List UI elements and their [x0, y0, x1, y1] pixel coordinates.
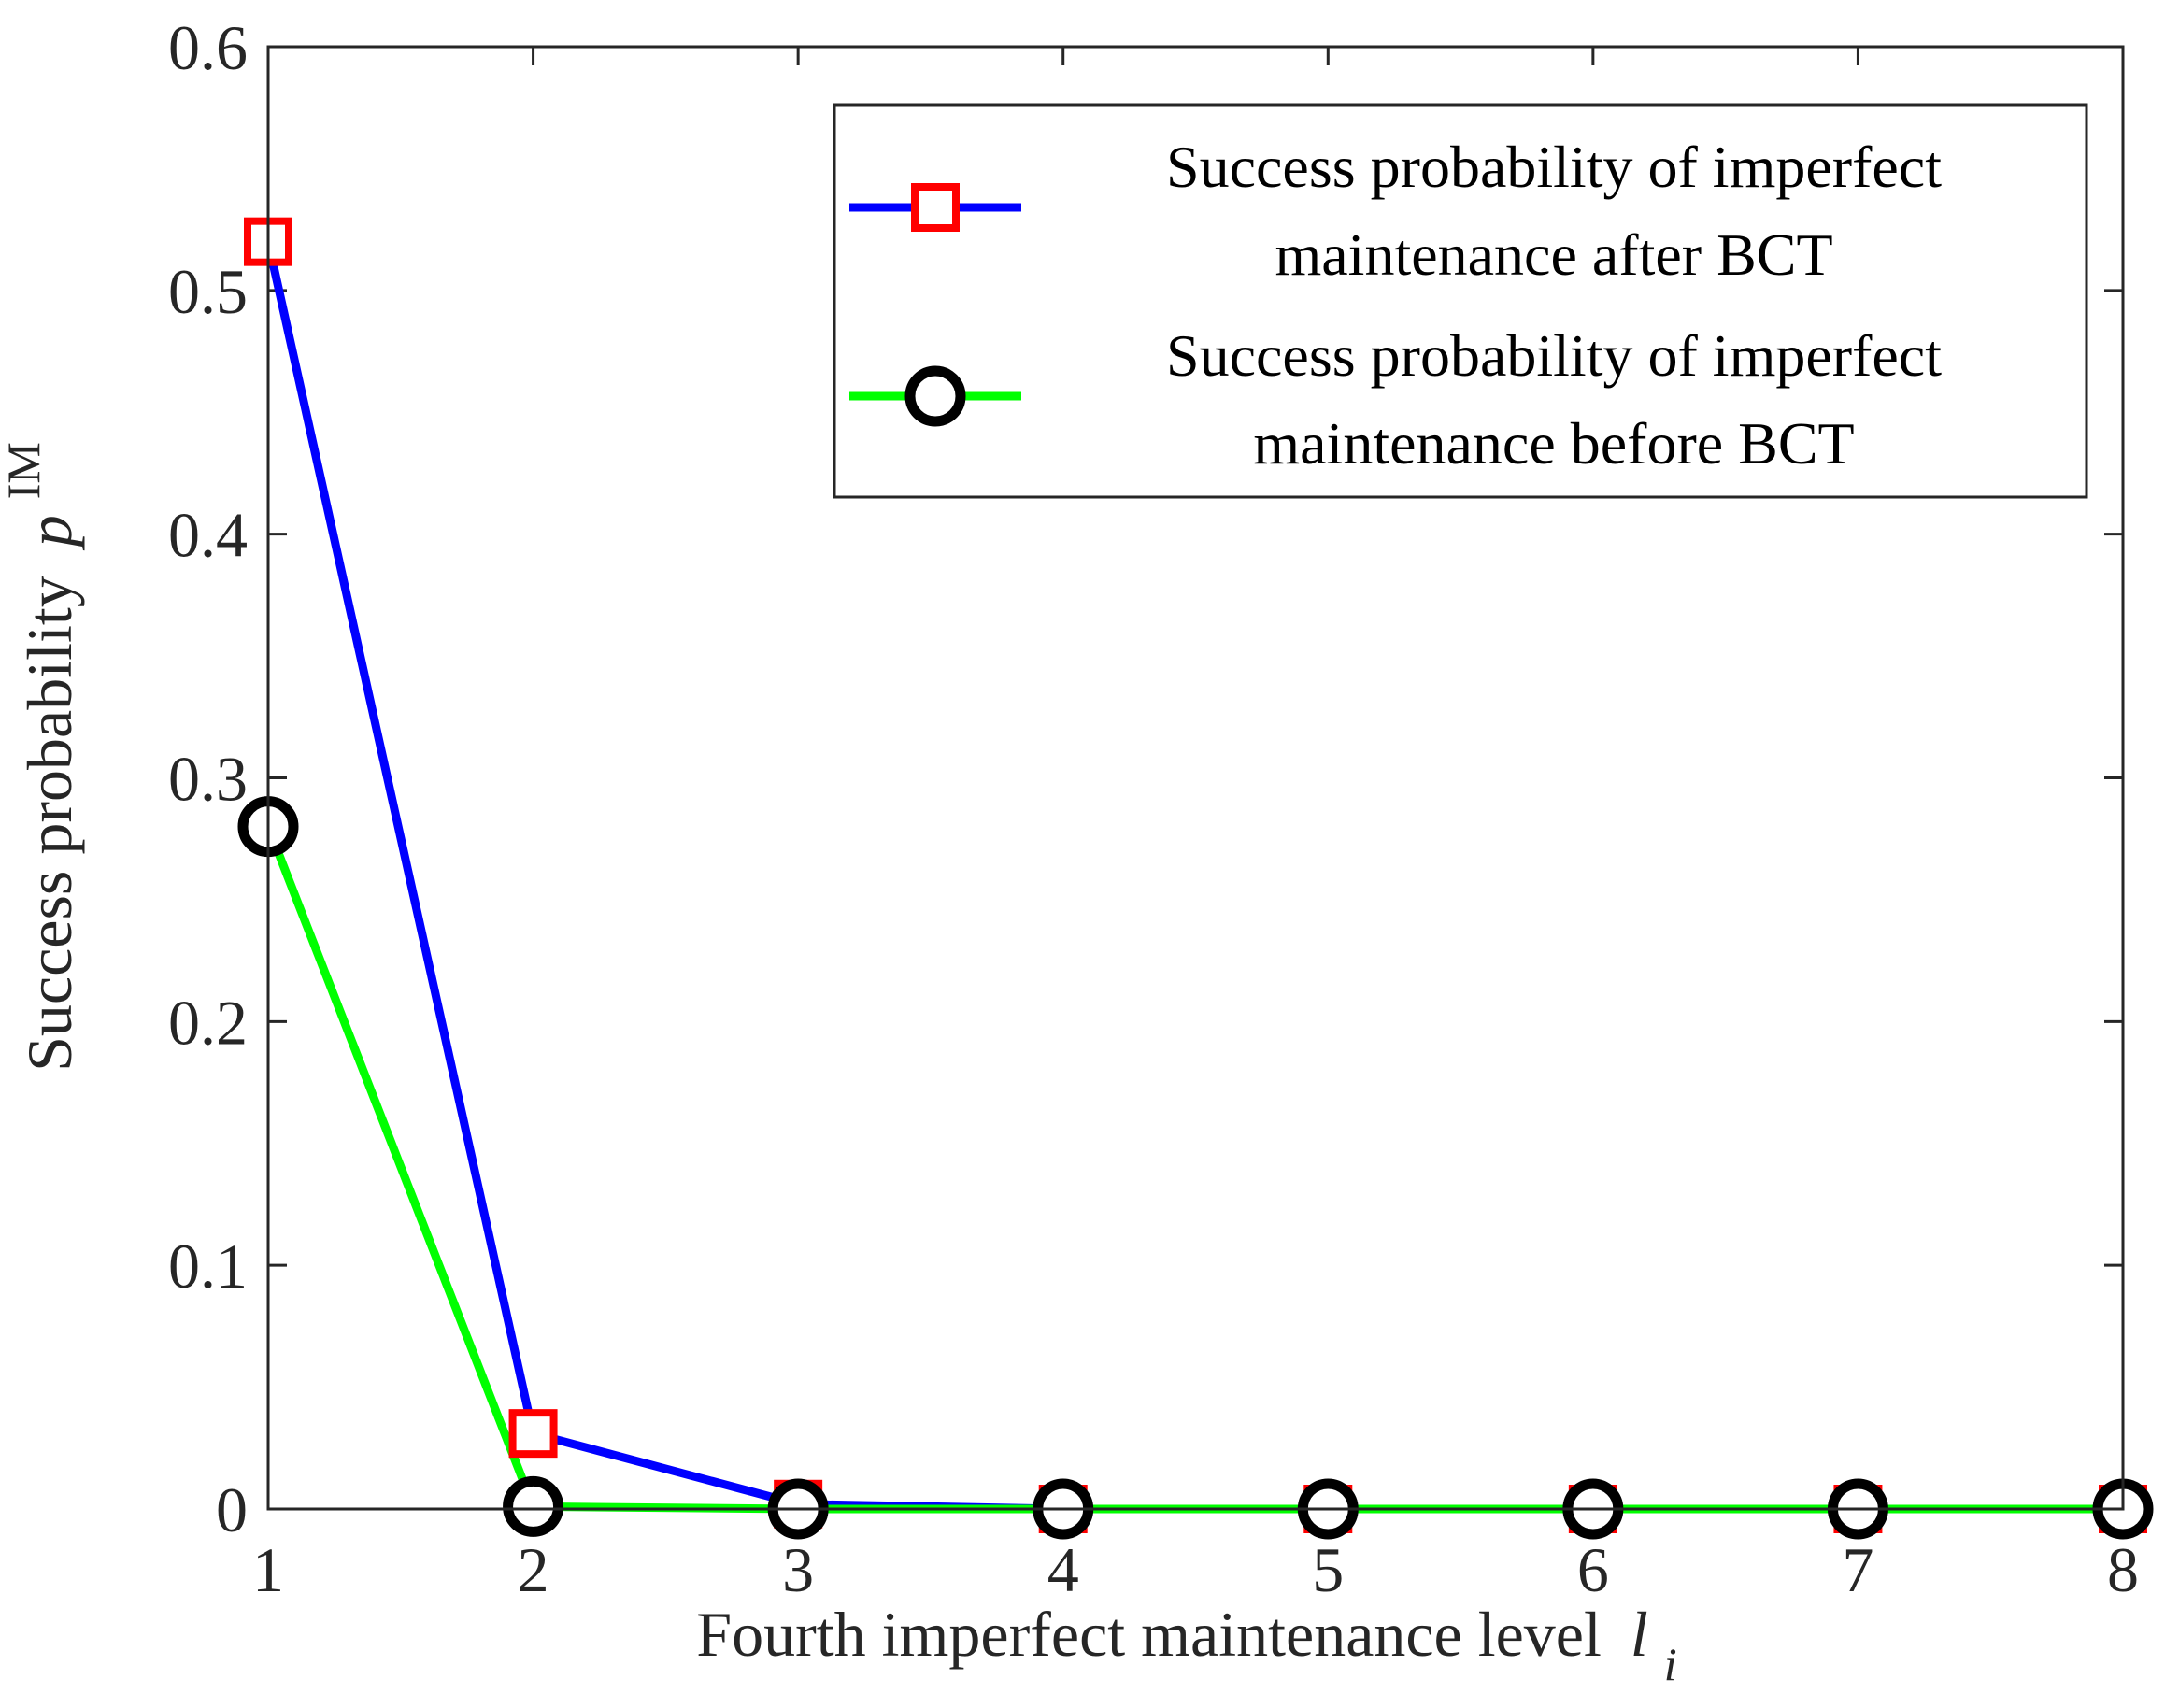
- legend: Success probability of imperfect maintena…: [833, 103, 2088, 499]
- series-2-point: [503, 1475, 564, 1537]
- legend-entry-1-line-1: Success probability of imperfect: [1166, 134, 1942, 200]
- x-tick-label: 8: [2107, 1534, 2139, 1605]
- y-tick-label: 0.3: [168, 744, 248, 815]
- x-axis-label-text: Fourth imperfect maintenance level: [696, 1599, 1602, 1670]
- legend-box: [833, 103, 2088, 499]
- x-axis-label: Fourth imperfect maintenance level l i: [696, 1599, 1676, 1690]
- axes-box: [266, 45, 2125, 1511]
- x-tick-label: 4: [1047, 1534, 1079, 1605]
- x-tick-label: 5: [1312, 1534, 1344, 1605]
- x-tick-label: 6: [1577, 1534, 1609, 1605]
- y-axis-label-superscript: IM: [0, 442, 50, 499]
- y-tick-label: 0.5: [168, 256, 248, 327]
- y-tick-label: 0.6: [168, 12, 248, 83]
- y-axis-label: Success probability p IM: [0, 442, 85, 1072]
- series-1-point: [508, 1409, 558, 1459]
- legend-swatch-marker-1: [911, 183, 960, 232]
- x-tick-label: 7: [1842, 1534, 1873, 1605]
- y-tick-label: 0.4: [168, 500, 248, 571]
- x-axis-label-symbol: l: [1631, 1599, 1648, 1670]
- legend-entry-1-line-2: maintenance after BCT: [1275, 221, 1832, 288]
- x-tick-label: 2: [518, 1534, 549, 1605]
- legend-entry-2-line-1: Success probability of imperfect: [1166, 322, 1942, 389]
- x-tick-label: 1: [252, 1534, 284, 1605]
- y-axis-label-symbol: p: [14, 515, 85, 550]
- tick-labels: 1 2 3 4 5 6 7 8 0 0.1 0.2 0.3 0.4 0.5 0.6: [168, 12, 2139, 1605]
- y-tick-label: 0.2: [168, 987, 248, 1058]
- y-axis-label-text: Success probability: [14, 576, 85, 1072]
- y-tick-label: 0.1: [168, 1231, 248, 1302]
- x-axis-label-subscript: i: [1664, 1638, 1677, 1690]
- x-tick-label: 3: [782, 1534, 814, 1605]
- y-tick-label: 0: [216, 1474, 248, 1545]
- legend-entry-2-line-2: maintenance before BCT: [1253, 410, 1854, 477]
- legend-swatch-marker-2: [904, 365, 966, 427]
